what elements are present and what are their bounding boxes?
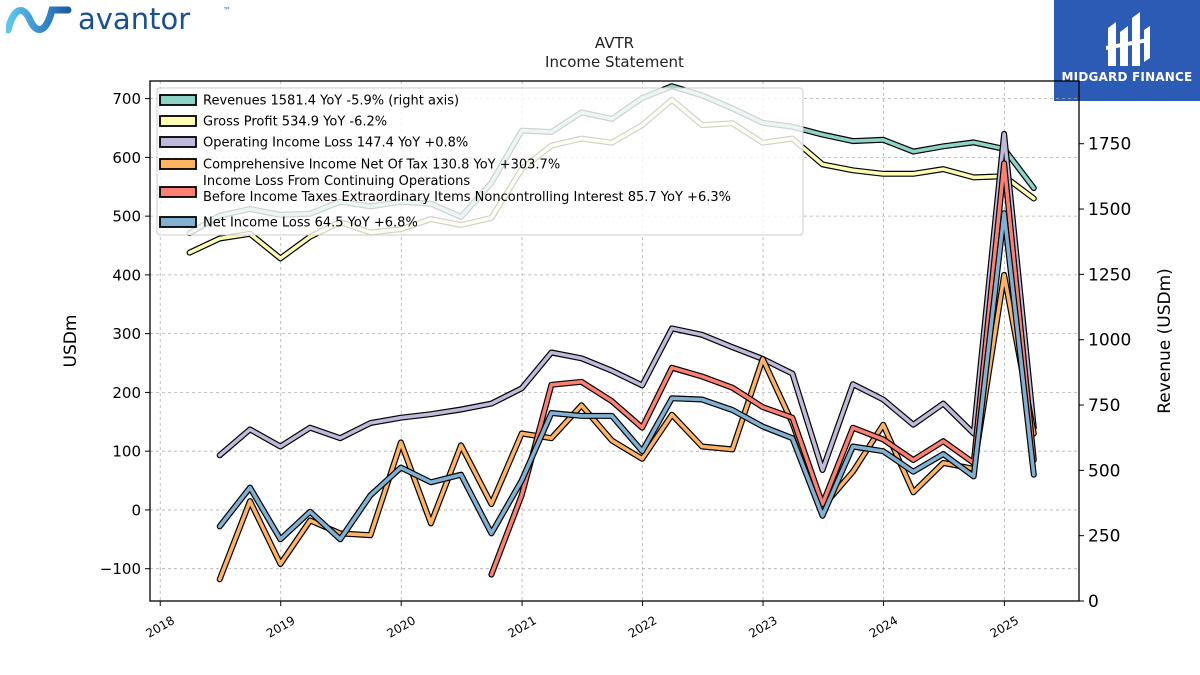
left-tick-label: 500	[112, 208, 141, 226]
legend-swatch	[159, 136, 197, 148]
legend-label: Comprehensive Income Net Of Tax 130.8 Yo…	[203, 158, 560, 173]
legend-label-line: Operating Income Loss 147.4 YoY +0.8%	[203, 136, 468, 151]
x-tick-label: 2025	[988, 613, 1021, 640]
left-tick-label: 300	[112, 325, 141, 343]
legend-label: Gross Profit 534.9 YoY -6.2%	[203, 115, 387, 130]
legend-swatch	[159, 115, 197, 127]
left-tick-label: 100	[112, 443, 141, 461]
legend-swatch	[159, 186, 197, 198]
legend-label-line: Income Loss From Continuing Operations	[203, 174, 470, 189]
right-tick-label: 0	[1088, 592, 1099, 612]
series-4	[488, 160, 1037, 578]
x-tick-label: 2021	[505, 613, 538, 640]
right-tick-label: 750	[1088, 396, 1120, 416]
left-tick-label: 600	[112, 149, 141, 167]
series-5	[216, 210, 1037, 543]
series-2	[216, 130, 1037, 473]
right-tick-label: 1750	[1088, 135, 1131, 155]
left-tick-label: 200	[112, 384, 141, 402]
legend-label: Net Income Loss 64.5 YoY +6.8%	[203, 216, 418, 231]
right-tick-label: 250	[1088, 527, 1120, 547]
right-tick-label: 1250	[1088, 265, 1131, 285]
x-tick-label: 2024	[867, 613, 900, 640]
legend-label-line: Net Income Loss 64.5 YoY +6.8%	[203, 216, 418, 231]
legend-label: Operating Income Loss 147.4 YoY +0.8%	[203, 136, 468, 151]
left-tick-label: −100	[100, 560, 141, 578]
legend-label: Revenues 1581.4 YoY -5.9% (right axis)	[203, 94, 459, 109]
x-tick-label: 2019	[264, 613, 297, 640]
avantor-logo: avantor ™	[4, 2, 236, 38]
series-line	[217, 132, 1036, 472]
legend-label: Income Loss From Continuing Operations Be…	[203, 174, 731, 205]
avantor-logo-mark: avantor ™	[4, 2, 231, 36]
legend: Revenues 1581.4 YoY -5.9% (right axis) Gr…	[156, 87, 804, 236]
x-tick-label: 2022	[626, 613, 659, 640]
legend-frame	[156, 87, 804, 236]
x-tick-label: 2020	[385, 613, 418, 640]
chart-subtitle: Income Statement	[545, 53, 684, 71]
right-tick-label: 1500	[1088, 200, 1131, 220]
midgard-wordmark: MIDGARD FINANCE	[1061, 70, 1193, 84]
avantor-trademark: ™	[223, 6, 231, 15]
legend-label-line: Comprehensive Income Net Of Tax 130.8 Yo…	[203, 158, 560, 173]
legend-label-line: Gross Profit 534.9 YoY -6.2%	[203, 115, 387, 130]
left-tick-label: 700	[112, 90, 141, 108]
legend-swatch	[159, 216, 197, 228]
y-axis-right-label: Revenue (USDm)	[1155, 268, 1175, 414]
chart-title: AVTR	[595, 34, 634, 52]
midgard-finance-logo: MIDGARD FINANCE	[1054, 0, 1200, 101]
plot-frame	[149, 80, 1080, 602]
x-tick-label: 2018	[144, 613, 177, 640]
series-line	[217, 211, 1036, 542]
avantor-wordmark: avantor	[78, 2, 190, 36]
left-tick-label: 0	[131, 501, 141, 519]
midgard-mark-icon	[1106, 12, 1150, 66]
right-tick-label: 1000	[1088, 331, 1131, 351]
legend-swatch	[159, 158, 197, 170]
legend-label-line: Revenues 1581.4 YoY -5.9% (right axis)	[203, 94, 459, 109]
legend-label-line: Before Income Taxes Extraordinary Items …	[203, 190, 731, 205]
legend-swatch	[159, 94, 197, 106]
left-tick-label: 400	[112, 266, 141, 284]
x-tick-label: 2023	[746, 613, 779, 640]
right-tick-label: 500	[1088, 461, 1120, 481]
y-axis-label: USDm	[61, 315, 81, 368]
